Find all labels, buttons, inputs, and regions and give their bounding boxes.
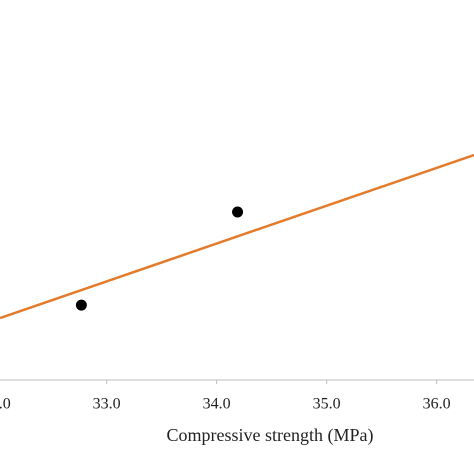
x-tick-label: 32.0 [0, 396, 11, 413]
trendline [0, 153, 474, 320]
x-axis-label: Compressive strength (MPa) [167, 425, 374, 446]
x-tick-label: 36.0 [423, 396, 451, 413]
x-tick-label: 34.0 [203, 396, 231, 413]
data-point [232, 206, 244, 218]
data-point [75, 299, 87, 311]
x-tick-label: 33.0 [93, 396, 121, 413]
x-tick-label: 35.0 [313, 396, 341, 413]
